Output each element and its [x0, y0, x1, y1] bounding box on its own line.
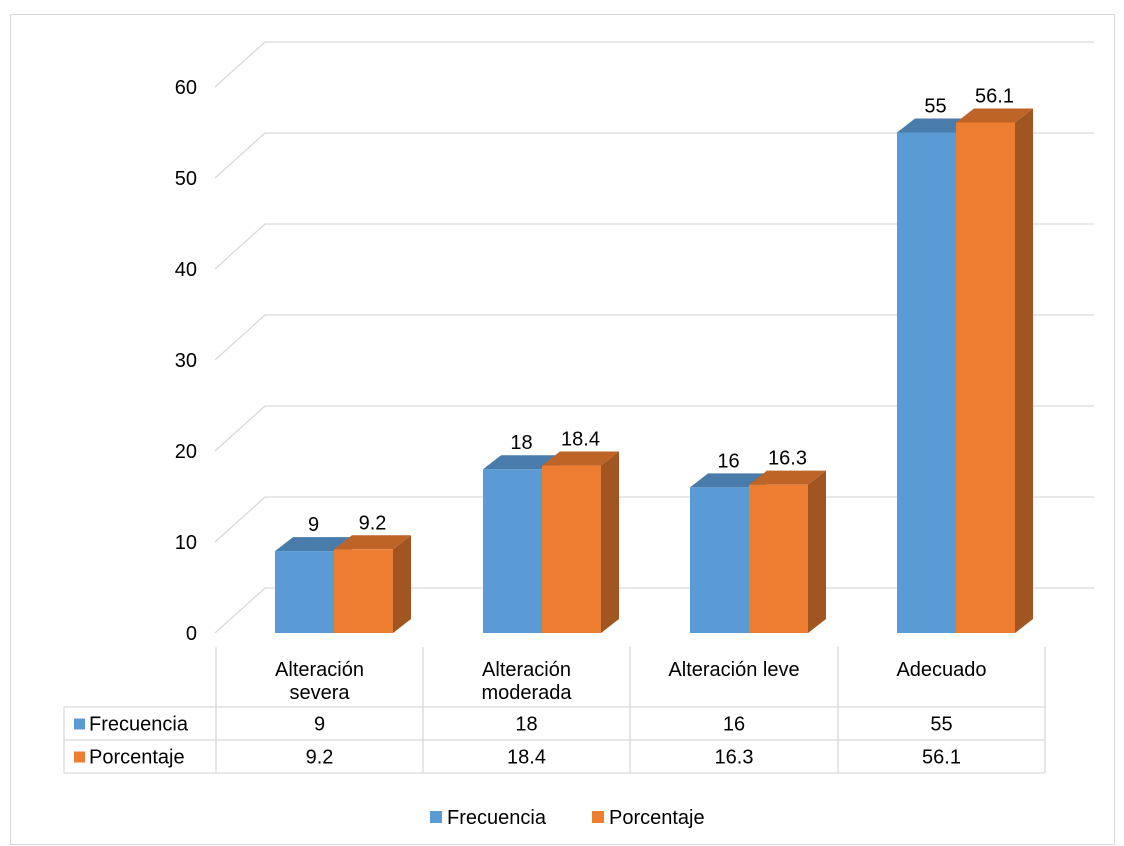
gridline [214, 223, 1094, 270]
data-label: 9 [308, 514, 319, 536]
legend-swatch [592, 811, 604, 823]
table-cell: 9.2 [306, 747, 334, 769]
bar-front [897, 132, 956, 633]
bar-top [690, 473, 767, 488]
bar-top [897, 118, 974, 133]
bar-front [956, 122, 1015, 634]
table-cell: 16 [723, 714, 745, 736]
bar-porcentaje [956, 108, 1033, 634]
gridline [214, 41, 1094, 88]
bar-top [483, 455, 560, 470]
gridline [214, 405, 1094, 452]
table-row-header: Frecuencia [89, 714, 189, 736]
gridline [214, 314, 1094, 361]
bar-front [690, 487, 749, 633]
legend: Frecuencia Porcentaje [430, 807, 705, 829]
y-tick-label: 10 [175, 532, 197, 554]
x-tick-label: Alteración leve [668, 659, 799, 681]
bar-top [956, 108, 1033, 123]
y-tick-label: 60 [175, 77, 197, 99]
table-row-header: Porcentaje [89, 747, 185, 769]
y-tick-label: 0 [186, 623, 197, 645]
table-cell: 56.1 [922, 747, 961, 769]
table-cell: 9 [314, 714, 325, 736]
legend-label: Porcentaje [609, 807, 705, 829]
bars [275, 108, 1033, 634]
legend-label: Frecuencia [447, 807, 547, 829]
bar-side [601, 451, 619, 633]
bar-porcentaje [334, 535, 411, 633]
table-cell: 16.3 [715, 747, 754, 769]
bar-front [275, 551, 334, 633]
bar-front [334, 549, 393, 633]
bar-side [393, 535, 411, 633]
y-tick-label: 50 [175, 168, 197, 190]
legend-item: Porcentaje [592, 807, 705, 829]
bar-top [542, 451, 619, 466]
data-label: 9.2 [359, 512, 387, 534]
y-tick-label: 40 [175, 259, 197, 281]
bar-porcentaje [542, 451, 619, 633]
data-labels: 9 18 16 55 9.2 18.4 16.3 56.1 [308, 85, 1014, 536]
y-tick-label: 20 [175, 441, 197, 463]
data-label: 16.3 [768, 448, 807, 470]
data-label: 16 [717, 450, 739, 472]
bar-top [275, 537, 352, 552]
gridline [214, 132, 1094, 179]
y-tick-label: 30 [175, 350, 197, 372]
legend-item: Frecuencia [430, 807, 547, 829]
bar-top [749, 470, 826, 485]
data-label: 56.1 [975, 85, 1014, 107]
table-cell: 55 [930, 714, 952, 736]
bar-top [334, 535, 411, 550]
x-tick-label: Adecuado [896, 659, 986, 681]
bar-side [808, 470, 826, 633]
data-label: 18 [510, 432, 532, 454]
table-legend-key [74, 718, 85, 730]
data-table: Alteración severa Alteración moderada Altera… [63, 647, 1046, 774]
x-tick-label: Alteración moderada [481, 659, 572, 704]
y-axis-ticks: 0 10 20 30 40 50 60 [175, 77, 197, 645]
bar-front [483, 469, 542, 633]
data-label: 18.4 [561, 429, 600, 451]
data-label: 55 [924, 96, 946, 118]
table-cell: 18 [515, 714, 537, 736]
legend-swatch [430, 811, 442, 823]
bar-side [1015, 108, 1033, 634]
x-tick-label: Alteración severa [275, 659, 364, 704]
table-cell: 18.4 [507, 747, 546, 769]
bar-porcentaje [749, 470, 826, 633]
table-legend-key [74, 751, 85, 763]
bar-front [542, 465, 601, 633]
bar-front [749, 484, 808, 633]
